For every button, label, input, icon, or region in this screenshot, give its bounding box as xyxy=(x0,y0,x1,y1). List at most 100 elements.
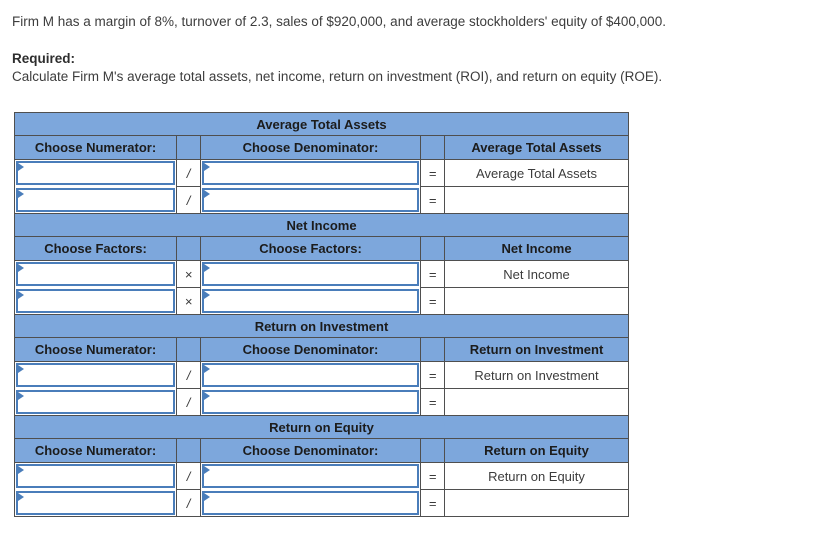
average-total-assets-table: Average Total Assets Choose Numerator: C… xyxy=(13,112,630,214)
select-value xyxy=(18,264,173,267)
problem-statement: Firm M has a margin of 8%, turnover of 2… xyxy=(12,14,666,29)
denominator-select[interactable] xyxy=(202,187,419,212)
numerator-cell xyxy=(14,159,177,187)
equals-header-cell xyxy=(420,236,445,261)
equals-sign: = xyxy=(420,159,445,187)
numerator-select[interactable] xyxy=(16,187,175,212)
select-value xyxy=(18,466,173,469)
select-value xyxy=(204,365,417,368)
operator-header-cell xyxy=(176,337,201,362)
numerator-cell xyxy=(14,388,177,416)
factor-column-header: Choose Factors: xyxy=(200,236,421,261)
numerator-select[interactable] xyxy=(16,464,175,489)
equals-header-cell xyxy=(420,438,445,463)
dropdown-marker-icon xyxy=(204,290,210,299)
divide-operator: / xyxy=(176,361,201,389)
required-instructions: Calculate Firm M's average total assets,… xyxy=(12,69,663,84)
equals-sign: = xyxy=(420,186,445,214)
result-cell xyxy=(443,489,630,517)
select-value xyxy=(204,264,417,267)
numerator-select[interactable] xyxy=(16,389,175,414)
result-cell: Average Total Assets xyxy=(443,159,630,187)
select-value xyxy=(18,190,173,193)
factor-cell xyxy=(14,287,177,315)
divide-operator: / xyxy=(176,159,201,187)
result-cell xyxy=(443,287,630,315)
operator-header-cell xyxy=(176,438,201,463)
divide-operator: / xyxy=(176,462,201,490)
denominator-cell xyxy=(200,361,421,389)
dropdown-marker-icon xyxy=(204,264,210,273)
equals-sign: = xyxy=(420,489,445,517)
factor-select[interactable] xyxy=(202,288,419,313)
numerator-column-header: Choose Numerator: xyxy=(14,337,177,362)
numerator-cell xyxy=(14,361,177,389)
dropdown-marker-icon xyxy=(18,466,24,475)
dropdown-marker-icon xyxy=(204,466,210,475)
result-column-header: Return on Equity xyxy=(443,438,630,463)
equals-sign: = xyxy=(420,388,445,416)
problem-page: Firm M has a margin of 8%, turnover of 2… xyxy=(0,14,816,517)
numerator-cell xyxy=(14,186,177,214)
denominator-cell xyxy=(200,186,421,214)
return-on-equity-table: Return on Equity Choose Numerator: Choos… xyxy=(13,415,630,517)
dropdown-marker-icon xyxy=(18,290,24,299)
denominator-cell xyxy=(200,462,421,490)
factor-select[interactable] xyxy=(16,262,175,287)
denominator-cell xyxy=(200,489,421,517)
result-cell xyxy=(443,388,630,416)
section-title: Return on Investment xyxy=(13,314,630,338)
factor-select[interactable] xyxy=(202,262,419,287)
result-column-header: Net Income xyxy=(443,236,630,261)
result-cell: Net Income xyxy=(443,260,630,288)
equals-sign: = xyxy=(420,361,445,389)
net-income-table: Net Income Choose Factors: Choose Factor… xyxy=(13,213,630,315)
numerator-select[interactable] xyxy=(16,363,175,388)
select-value xyxy=(18,365,173,368)
select-value xyxy=(18,493,173,496)
section-title: Return on Equity xyxy=(13,415,630,439)
factor-select[interactable] xyxy=(16,288,175,313)
dropdown-marker-icon xyxy=(204,492,210,501)
select-value xyxy=(18,392,173,395)
denominator-select[interactable] xyxy=(202,464,419,489)
equals-sign: = xyxy=(420,260,445,288)
denominator-column-header: Choose Denominator: xyxy=(200,337,421,362)
select-value xyxy=(204,190,417,193)
denominator-select[interactable] xyxy=(202,490,419,515)
equals-header-cell xyxy=(420,337,445,362)
result-column-header: Return on Investment xyxy=(443,337,630,362)
numerator-select[interactable] xyxy=(16,161,175,186)
return-on-investment-table: Return on Investment Choose Numerator: C… xyxy=(13,314,630,416)
denominator-column-header: Choose Denominator: xyxy=(200,135,421,160)
select-value xyxy=(18,291,173,294)
operator-header-cell xyxy=(176,236,201,261)
denominator-select[interactable] xyxy=(202,363,419,388)
denominator-select[interactable] xyxy=(202,161,419,186)
select-value xyxy=(204,392,417,395)
section-title: Net Income xyxy=(13,213,630,237)
select-value xyxy=(204,291,417,294)
section-title: Average Total Assets xyxy=(13,112,630,136)
operator-header-cell xyxy=(176,135,201,160)
dropdown-marker-icon xyxy=(18,391,24,400)
dropdown-marker-icon xyxy=(204,365,210,374)
dropdown-marker-icon xyxy=(18,492,24,501)
select-value xyxy=(204,466,417,469)
result-cell: Return on Investment xyxy=(443,361,630,389)
numerator-select[interactable] xyxy=(16,490,175,515)
dropdown-marker-icon xyxy=(18,365,24,374)
factor-cell xyxy=(14,260,177,288)
denominator-cell xyxy=(200,159,421,187)
divide-operator: / xyxy=(176,388,201,416)
dropdown-marker-icon xyxy=(18,264,24,273)
numerator-column-header: Choose Numerator: xyxy=(14,438,177,463)
result-column-header: Average Total Assets xyxy=(443,135,630,160)
dropdown-marker-icon xyxy=(204,189,210,198)
denominator-select[interactable] xyxy=(202,389,419,414)
required-label: Required: xyxy=(12,51,76,66)
multiply-operator: × xyxy=(176,287,201,315)
factor-cell xyxy=(200,287,421,315)
dropdown-marker-icon xyxy=(204,391,210,400)
equals-sign: = xyxy=(420,462,445,490)
